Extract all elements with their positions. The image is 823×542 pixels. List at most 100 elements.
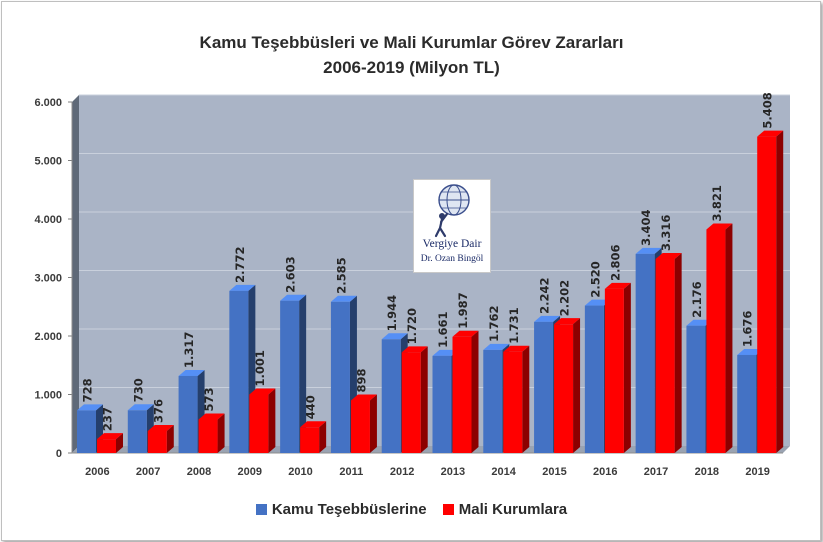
data-label: 2.603 [284, 256, 298, 292]
bar [97, 439, 116, 453]
side-wall [72, 95, 79, 453]
bar [452, 336, 472, 453]
bar-top [229, 284, 256, 291]
data-label: 3.316 [659, 215, 673, 251]
y-tick-label: 1.000 [34, 390, 62, 402]
x-tick-label: 2010 [288, 466, 312, 478]
legend-label-kamu: Kamu Teşebbüslerine [271, 500, 427, 518]
bar [584, 305, 604, 453]
data-label: 1.001 [253, 350, 267, 386]
x-tick-label: 2013 [441, 466, 465, 478]
data-label: 1.661 [436, 311, 450, 347]
bar-side [369, 394, 377, 453]
x-tick-label: 2009 [238, 466, 262, 478]
bar [280, 300, 300, 453]
bar [178, 375, 198, 453]
data-label: 1.676 [741, 311, 755, 347]
data-label: 728 [81, 378, 95, 402]
bar-top [757, 130, 784, 137]
x-tick-label: 2018 [695, 466, 719, 478]
data-label: 573 [202, 387, 216, 411]
bar-top [604, 282, 631, 289]
data-label: 1.987 [456, 292, 470, 328]
bar-top [97, 433, 123, 440]
bar-top [635, 247, 662, 254]
bar [330, 301, 350, 453]
bar-side [776, 130, 784, 453]
bar [300, 427, 320, 453]
data-label: 5.408 [761, 92, 775, 128]
legend-swatch-red [442, 504, 454, 516]
bar [77, 410, 96, 453]
x-tick-label: 2014 [491, 466, 516, 478]
bar [655, 259, 675, 453]
watermark-logo: Vergiye Dair Dr. Ozan Bingöl [413, 179, 491, 273]
data-label: 3.821 [710, 185, 724, 221]
data-label: 730 [131, 378, 145, 402]
bar-side [217, 413, 225, 453]
data-label: 376 [151, 399, 165, 423]
bar-side [319, 421, 327, 453]
data-label: 2.202 [558, 280, 572, 316]
bar-side [725, 223, 733, 453]
bar [127, 410, 147, 453]
bar [249, 394, 269, 453]
x-tick-label: 2016 [593, 466, 617, 478]
y-tick-label: 5.000 [34, 156, 62, 168]
data-label: 2.242 [538, 277, 552, 313]
bar-top [300, 421, 327, 428]
data-label: 898 [354, 368, 368, 392]
bar [483, 349, 503, 453]
logo-line-2: Dr. Ozan Bingöl [420, 254, 484, 264]
y-tick-label: 2.000 [34, 331, 62, 343]
y-tick-label: 6.000 [34, 97, 62, 109]
globe-atlas-icon [434, 184, 470, 238]
y-tick-label: 3.000 [34, 273, 62, 285]
bar-side [166, 425, 174, 453]
bar [604, 288, 624, 453]
bar-side [674, 253, 682, 453]
x-tick-label: 2006 [85, 466, 109, 478]
data-label: 3.404 [639, 209, 653, 245]
bar [147, 431, 167, 453]
bar-side [522, 345, 530, 453]
bar-top [452, 330, 479, 337]
chart-subtitle: 2006-2019 (Milyon TL) [323, 58, 500, 77]
bar [229, 290, 249, 453]
x-tick-label: 2015 [542, 466, 566, 478]
data-label: 1.731 [507, 307, 521, 343]
legend-item-mali: Mali Kurumlara [442, 500, 568, 518]
bar [534, 321, 554, 453]
bar [737, 354, 757, 453]
bar-top [655, 253, 682, 260]
bar-top [554, 318, 581, 325]
x-tick-label: 2011 [339, 466, 363, 478]
bar-side [573, 318, 581, 453]
chart-legend: Kamu Teşebbüslerine Mali Kurumlara [0, 500, 823, 518]
bar [198, 419, 218, 453]
bar-top [249, 388, 276, 395]
bar-top [350, 394, 377, 401]
logo-line-1: Vergiye Dair [422, 238, 482, 250]
data-label: 1.762 [487, 306, 501, 342]
bar-side [471, 330, 479, 453]
data-label: 237 [101, 407, 115, 431]
bar [686, 325, 706, 453]
bar-top [77, 404, 103, 411]
data-label: 2.520 [588, 261, 602, 297]
data-label: 1.944 [385, 295, 399, 331]
legend-label-mali: Mali Kurumlara [458, 500, 568, 518]
bar-top [280, 294, 307, 301]
bar-top [584, 299, 611, 306]
bar-top [483, 343, 510, 350]
bar-top [147, 425, 174, 432]
bar-top [401, 346, 428, 353]
data-label: 1.720 [405, 308, 419, 344]
bar [635, 253, 655, 453]
legend-item-kamu: Kamu Teşebbüslerine [255, 500, 427, 518]
bar [503, 351, 523, 453]
chart-title: Kamu Teşebbüsleri ve Mali Kurumlar Görev… [199, 33, 624, 52]
bar-top [178, 369, 205, 376]
bar-top [534, 315, 561, 322]
